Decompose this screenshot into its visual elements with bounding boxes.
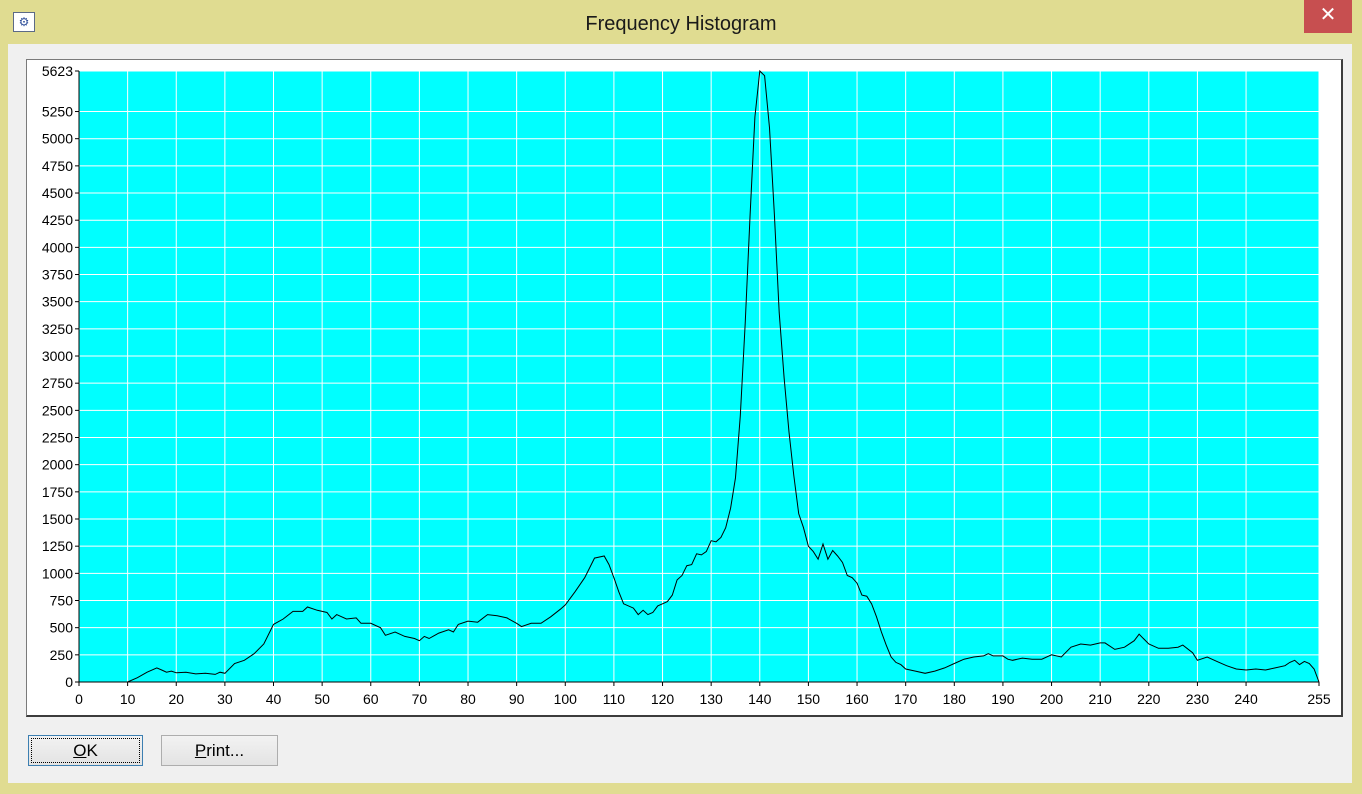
x-tick-label: 10: [120, 691, 136, 707]
app-icon[interactable]: ⚙: [13, 12, 35, 32]
y-tick-label: 3000: [42, 348, 73, 364]
ok-label: K: [86, 741, 98, 760]
y-tick-label: 5623: [42, 63, 73, 79]
x-tick-label: 100: [554, 691, 578, 707]
x-tick-label: 30: [217, 691, 233, 707]
y-tick-label: 4750: [42, 158, 73, 174]
series-line: [79, 69, 1320, 683]
y-tick-label: 1250: [42, 538, 73, 554]
x-tick-label: 110: [603, 691, 626, 707]
histogram-chart: 0 10 20 30 40 50 60 70 80 90 100 110 120 130 140 150 160…: [26, 59, 1343, 717]
x-tick-label: 140: [748, 691, 772, 707]
histogram-svg: 0 10 20 30 40 50 60 70 80 90 100 110 120 130 140 150 160…: [42, 63, 1331, 707]
y-tick-label: 250: [50, 647, 74, 663]
y-tick-label: 1000: [42, 565, 73, 581]
y-tick-label: 2000: [42, 457, 73, 473]
x-tick-label: 170: [894, 691, 918, 707]
x-tick-label: 130: [699, 691, 723, 707]
x-tick-label: 255: [1307, 691, 1331, 707]
x-tick-label: 200: [1040, 691, 1064, 707]
y-tick-label: 500: [50, 620, 74, 636]
y-tick-label: 2750: [42, 375, 73, 391]
y-tick-label: 750: [50, 593, 74, 609]
x-tick-label: 20: [168, 691, 184, 707]
y-tick-label: 5000: [42, 131, 73, 147]
x-tick-label: 150: [797, 691, 821, 707]
x-tick-label: 120: [651, 691, 675, 707]
x-tick-label: 60: [363, 691, 379, 707]
plot-area: [79, 71, 1319, 682]
dialog-client: 0 10 20 30 40 50 60 70 80 90 100 110 120 130 140 150 160…: [8, 44, 1352, 783]
x-tick-label: 240: [1234, 691, 1258, 707]
x-tick-label: 80: [460, 691, 476, 707]
y-tick-label: 3500: [42, 294, 73, 310]
x-tick-label: 0: [75, 691, 83, 707]
x-tick-label: 50: [314, 691, 330, 707]
y-tick-label: 3250: [42, 321, 73, 337]
x-tick-label: 180: [943, 691, 967, 707]
x-tick-label: 220: [1137, 691, 1161, 707]
y-tick-label: 3750: [42, 267, 73, 283]
ok-button[interactable]: OK: [28, 735, 143, 766]
y-tick-label: 1500: [42, 511, 73, 527]
y-tick-label: 2500: [42, 402, 73, 418]
y-tick-label: 4250: [42, 212, 73, 228]
y-tick-label: 1750: [42, 484, 73, 500]
print-accel: P: [194, 741, 207, 760]
y-tick-label: 4000: [42, 239, 73, 255]
y-tick-label: 2250: [42, 430, 73, 446]
x-tick-label: 70: [412, 691, 428, 707]
x-tick-label: 160: [845, 691, 869, 707]
print-button[interactable]: Print...: [161, 735, 278, 766]
y-tick-label: 4500: [42, 185, 73, 201]
x-tick-label: 210: [1088, 691, 1112, 707]
x-tick-label: 90: [509, 691, 525, 707]
x-tick-label: 190: [991, 691, 1015, 707]
y-tick-label: 0: [65, 674, 73, 690]
y-tick-label: 5250: [42, 104, 73, 120]
title-bar: ⚙ Frequency Histogram ✕: [0, 0, 1362, 44]
ok-accel: O: [73, 741, 87, 760]
print-label: rint...: [206, 741, 245, 760]
x-tick-label: 230: [1186, 691, 1210, 707]
window-title: Frequency Histogram: [585, 13, 777, 35]
close-button[interactable]: ✕: [1304, 0, 1352, 33]
x-tick-label: 40: [266, 691, 282, 707]
